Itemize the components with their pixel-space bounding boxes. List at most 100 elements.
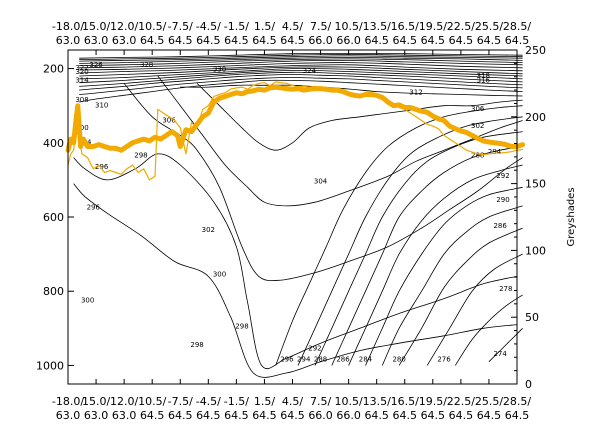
x-tick-label: 63.0 xyxy=(84,409,109,422)
contour-label: 314 xyxy=(75,77,89,85)
x-tick-label: 66.0 xyxy=(308,409,333,422)
x-tick-label: 10.5/ xyxy=(138,395,166,408)
contour-label: 308 xyxy=(75,96,88,104)
contour-line xyxy=(79,64,523,74)
contour-label: 330 xyxy=(213,66,226,74)
x-tick-label: 64.5 xyxy=(477,409,502,422)
contour-line xyxy=(79,62,523,71)
contour-line xyxy=(275,105,523,366)
x-tick-label: 13.5/ xyxy=(363,395,391,408)
contour-line xyxy=(79,68,523,80)
contour-line xyxy=(180,84,523,97)
contour-line xyxy=(157,75,523,207)
data-series xyxy=(65,81,526,181)
x-tick-label: 15.0/ xyxy=(82,395,110,408)
x-tick-label: 66.0 xyxy=(336,409,361,422)
contour-labels: 296 296 298 298 300 302 300 298 304 306 308 310 312 3… xyxy=(75,61,512,364)
x-tick-label: 64.5 xyxy=(280,34,305,47)
y-tick-label-right: 200 xyxy=(525,111,546,124)
y-tick-label-right: 0 xyxy=(525,378,532,391)
x-tick-label: 28.5/ xyxy=(503,395,531,408)
x-tick-label: -4.5/ xyxy=(196,20,221,33)
x-tick-label: 16.5/ xyxy=(391,395,419,408)
contour-label: 290 xyxy=(496,196,509,204)
x-tick-label: -18.0/ xyxy=(52,395,84,408)
y-tick-label-right: 100 xyxy=(525,244,546,257)
x-tick-label: 64.5 xyxy=(364,409,389,422)
x-tick-label: -1.5/ xyxy=(224,395,249,408)
contour-line xyxy=(79,69,523,84)
contour-label: 316 xyxy=(477,77,491,85)
contour-label: 302 xyxy=(202,226,215,234)
contour-line xyxy=(314,131,523,366)
contour-line xyxy=(73,153,518,370)
x-tick-label: 25.5/ xyxy=(475,20,503,33)
y-tick-label-left: 200 xyxy=(43,63,64,76)
contour-label: 298 xyxy=(134,152,147,160)
contour-line xyxy=(365,186,523,366)
x-tick-label: 66.0 xyxy=(336,34,361,47)
contour-label: 302 xyxy=(471,122,484,130)
contour-line xyxy=(398,227,523,366)
x-tick-label: 63.0 xyxy=(56,34,81,47)
x-tick-label: -7.5/ xyxy=(168,395,193,408)
contour-line xyxy=(348,164,523,366)
contour-label: 294 xyxy=(488,148,502,156)
contour-label: 288 xyxy=(471,152,484,160)
x-tick-label: 63.0 xyxy=(84,34,109,47)
x-tick-label: 4.5/ xyxy=(282,20,303,33)
x-tick-label: 64.5 xyxy=(393,34,418,47)
y-tick-label-left: 1000 xyxy=(36,359,64,372)
x-tick-label: 12.0/ xyxy=(110,20,138,33)
y-tick-label-right: 250 xyxy=(525,44,546,57)
x-tick-label: 19.5/ xyxy=(419,20,447,33)
contour-line xyxy=(79,56,523,64)
y-tick-label-right: 50 xyxy=(525,311,539,324)
contour-label: 276 xyxy=(437,356,451,364)
x-tick-label: 64.5 xyxy=(421,34,446,47)
x-tick-label: 64.5 xyxy=(140,34,165,47)
contour-line xyxy=(381,205,523,366)
x-tick-label: 13.5/ xyxy=(363,20,391,33)
contour-label: 292 xyxy=(308,345,321,353)
x-tick-label: 16.5/ xyxy=(391,20,419,33)
x-ticks-bottom: -18.0/63.015.0/63.012.0/63.010.5/64.5-7.… xyxy=(52,379,531,422)
contour-line xyxy=(123,83,523,282)
x-tick-label: 7.5/ xyxy=(310,395,331,408)
contour-label: 298 xyxy=(190,341,203,349)
contour-label: 298 xyxy=(235,322,248,330)
contour-line xyxy=(79,54,523,60)
contour-line xyxy=(79,79,523,103)
contour-label: 300 xyxy=(75,124,88,132)
x-tick-label: 66.0 xyxy=(308,34,333,47)
contour-line xyxy=(79,59,523,69)
contour-line xyxy=(79,66,523,77)
contour-line xyxy=(297,116,523,366)
y-ticks-left: 200 400 600 800 1000 xyxy=(36,63,74,372)
contour-line xyxy=(73,183,518,378)
contour-label: 278 xyxy=(499,285,512,293)
x-tick-label: 7.5/ xyxy=(310,20,331,33)
x-tick-label: 64.5 xyxy=(168,34,193,47)
contour-label: 312 xyxy=(409,89,422,97)
contour-label: 300 xyxy=(213,270,226,278)
contour-label: 324 xyxy=(303,67,317,75)
x-tick-label: 64.5 xyxy=(477,34,502,47)
contour-line xyxy=(488,328,523,362)
contour-label: 304 xyxy=(314,178,328,186)
x-tick-label: 63.0 xyxy=(112,409,137,422)
contour-line xyxy=(196,83,523,151)
contour-label: 286 xyxy=(336,356,350,364)
x-tick-label: -7.5/ xyxy=(168,20,193,33)
x-ticks-top: -18.0/63.015.0/63.012.0/63.010.5/64.5-7.… xyxy=(52,20,531,55)
contour-label: 284 xyxy=(359,356,373,364)
contour-line xyxy=(79,53,523,59)
contour-label: 300 xyxy=(81,296,94,304)
x-tick-label: 63.0 xyxy=(56,409,81,422)
contour-line xyxy=(426,253,523,366)
x-tick-label: 64.5 xyxy=(421,409,446,422)
contour-label: 322 xyxy=(75,64,88,72)
x-tick-label: 1.5/ xyxy=(254,395,275,408)
x-tick-label: 64.5 xyxy=(252,409,277,422)
